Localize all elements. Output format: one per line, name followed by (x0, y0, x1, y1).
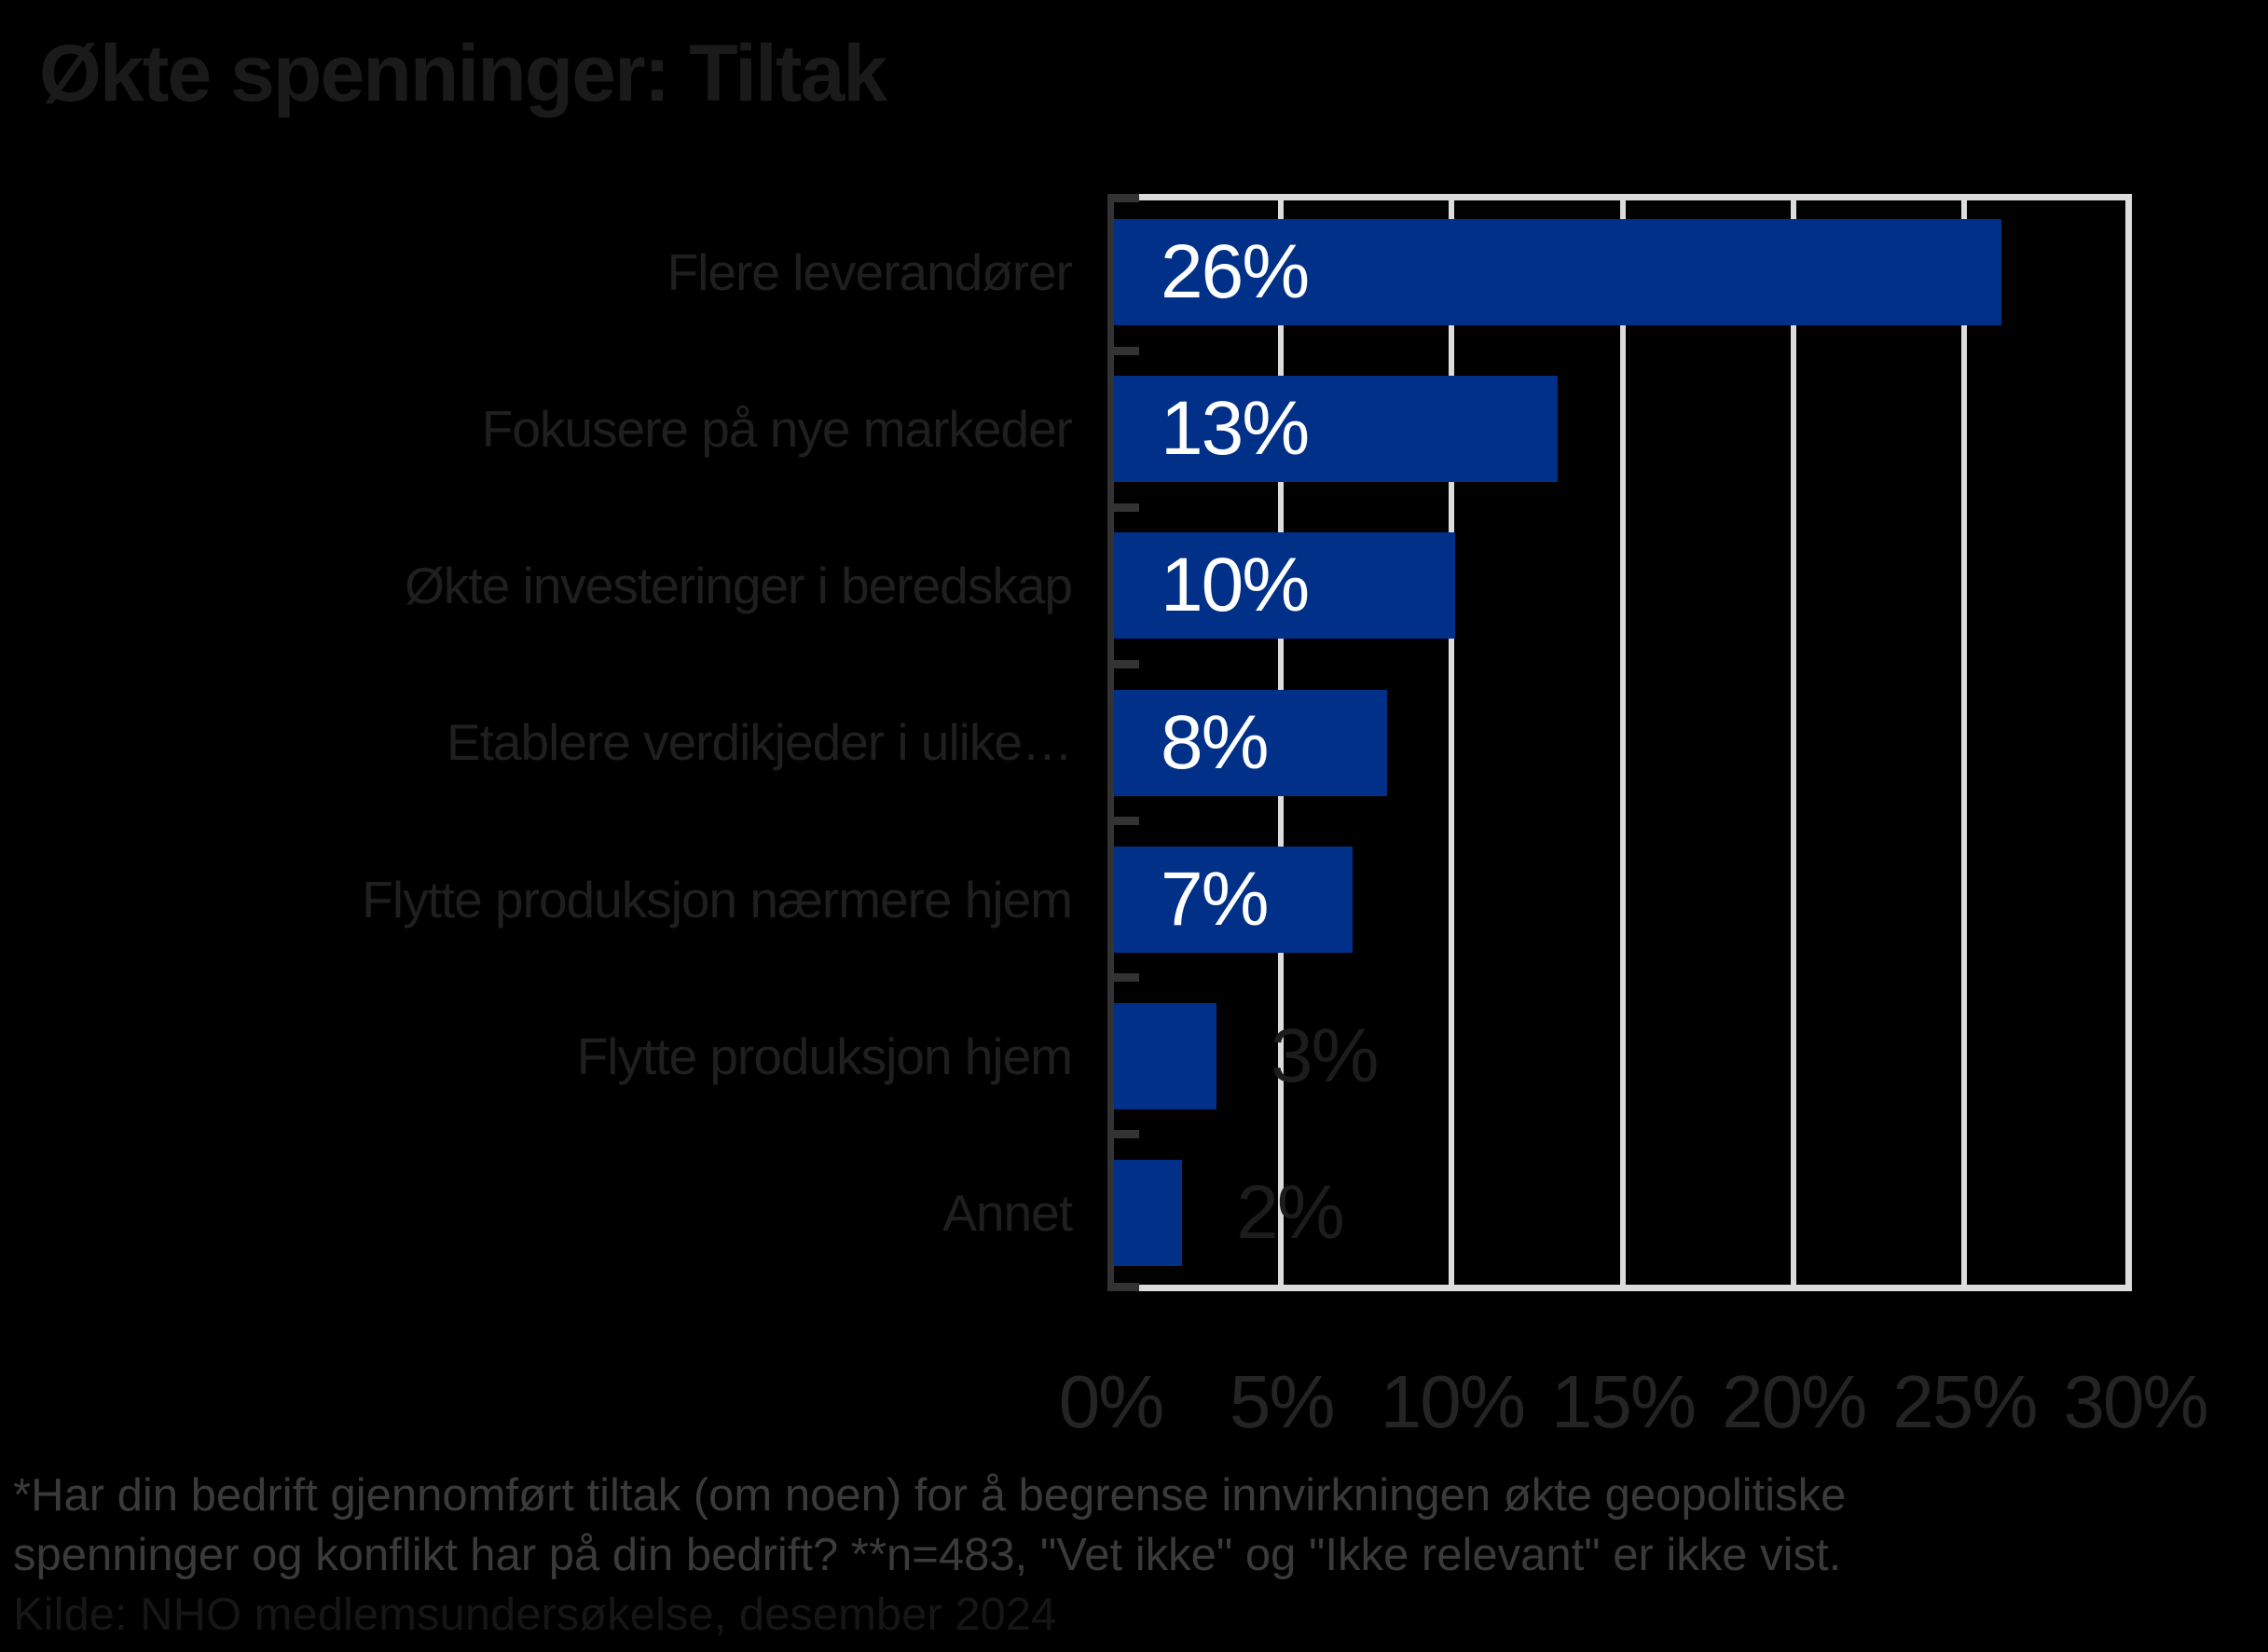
bar-value-label: 7% (1161, 856, 1270, 942)
bar-value-label: 10% (1161, 543, 1310, 628)
bar (1114, 1002, 1216, 1109)
bar (1114, 846, 1354, 953)
y-axis-tick (1114, 1283, 1139, 1291)
bar (1114, 532, 1456, 640)
footnote-source: Kilde: NHO medlemsundersøkelse, desember… (13, 1590, 1057, 1640)
gridline-15 (1619, 194, 1626, 1291)
y-axis-tick (1114, 346, 1139, 355)
x-axis-tick-label: 5% (1229, 1360, 1336, 1443)
y-axis-line (1107, 194, 1114, 1291)
category-label: Flytte produksjon nærmere hjem (362, 870, 1073, 929)
x-axis-tick-label: 20% (1722, 1360, 1867, 1443)
footnote: *Har din bedrift gjennomført tiltak (om … (13, 1466, 1846, 1645)
x-axis-tick-label: 30% (2063, 1360, 2208, 1443)
x-axis-tick-label: 0% (1058, 1360, 1165, 1443)
gridline-10 (1449, 194, 1455, 1291)
footnote-line-2: spenninger og konflikt har på din bedrif… (13, 1530, 1842, 1580)
bar (1114, 376, 1559, 483)
bar (1114, 689, 1388, 796)
bar-value-label: 8% (1161, 699, 1270, 785)
footnote-line-1: *Har din bedrift gjennomført tiltak (om … (13, 1470, 1847, 1521)
bar (1114, 1159, 1183, 1266)
bar-value-label: 2% (1236, 1169, 1345, 1255)
category-label: Flytte produksjon hjem (576, 1026, 1073, 1085)
category-label: Flere leverandører (667, 243, 1073, 302)
category-label: Etablere verdikjeder i ulike… (446, 713, 1073, 772)
x-axis-tick-label: 10% (1380, 1360, 1526, 1443)
y-axis-tick (1114, 973, 1139, 983)
bar (1114, 219, 2002, 326)
category-label: Fokusere på nye markeder (481, 400, 1073, 459)
x-axis-tick-label: 25% (1892, 1360, 2038, 1443)
chart-title: Økte spenninger: Tiltak (39, 29, 887, 118)
bar-value-label: 26% (1161, 229, 1310, 315)
y-axis-tick (1114, 502, 1139, 512)
plot-border-right (2125, 194, 2132, 1291)
y-axis-tick (1114, 194, 1139, 202)
bar-value-label: 13% (1161, 386, 1310, 472)
category-label: Annet (942, 1183, 1073, 1242)
bar-value-label: 3% (1270, 1012, 1380, 1098)
y-axis-tick (1114, 659, 1139, 668)
y-axis-tick (1114, 817, 1139, 826)
gridline-25 (1960, 194, 1967, 1291)
y-axis-tick (1114, 1130, 1139, 1139)
plot-area: 26% 13% 10% 8% 7% 3% 2% (1107, 194, 2132, 1291)
x-axis-tick-label: 15% (1550, 1360, 1697, 1443)
category-label: Økte investeringer i beredskap (405, 557, 1073, 615)
gridline-20 (1790, 194, 1796, 1291)
